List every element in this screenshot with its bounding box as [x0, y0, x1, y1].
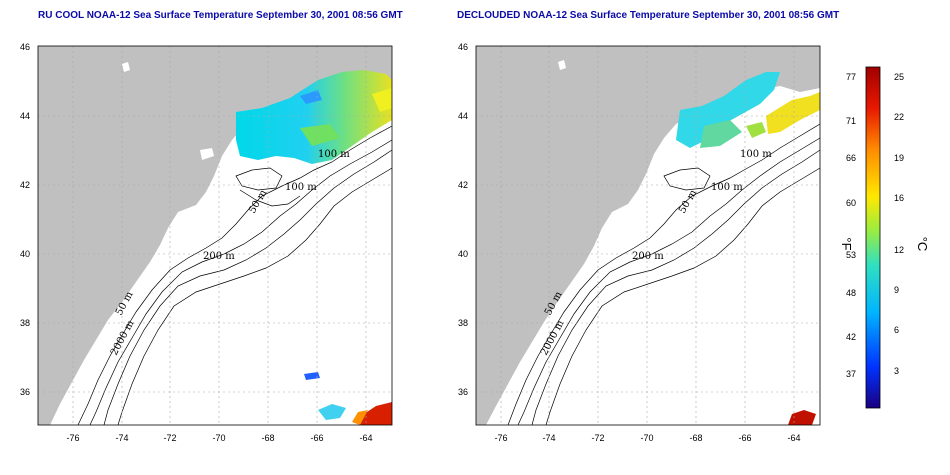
y-tick-46: 46	[458, 42, 468, 52]
fahrenheit-scale: 77 71 66 60 53 48 42 37	[846, 72, 856, 379]
left-x-axis: -76 -74 -72 -70 -68 -66 -64	[66, 433, 372, 443]
right-map-frame	[475, 45, 821, 426]
sst-swath	[676, 72, 780, 148]
f-tick-42: 42	[846, 332, 856, 342]
right-y-axis: 46 44 42 40 38 36	[458, 42, 468, 397]
y-tick-40: 40	[20, 249, 30, 259]
celsius-unit-label: °C	[915, 237, 930, 252]
contour-label-200m: 200 m	[632, 251, 664, 262]
c-tick-12: 12	[894, 245, 904, 255]
fahrenheit-unit-label: °F	[839, 237, 854, 250]
land-mass	[38, 46, 392, 425]
c-tick-3: 3	[894, 366, 899, 376]
y-tick-40: 40	[458, 249, 468, 259]
y-tick-42: 42	[458, 180, 468, 190]
f-tick-48: 48	[846, 288, 856, 298]
right-x-axis: -76 -74 -72 -70 -68 -66 -64	[494, 433, 800, 443]
c-tick-22: 22	[894, 112, 904, 122]
x-tick-76: -76	[66, 433, 79, 443]
y-tick-46: 46	[20, 42, 30, 52]
f-tick-71: 71	[846, 116, 856, 126]
temperature-colorbar: 77 71 66 60 53 48 42 37 25 22 19 16 12 9…	[839, 66, 930, 409]
y-tick-38: 38	[458, 318, 468, 328]
celsius-scale: 25 22 19 16 12 9 6 3	[894, 72, 904, 376]
x-tick-66: -66	[310, 433, 323, 443]
right-map: 100 m 100 m 50 m 200 m 50 m 2000 m	[458, 42, 821, 443]
gulf-stream-warm	[360, 402, 392, 425]
f-tick-66: 66	[846, 153, 856, 163]
lat-lon-grid	[476, 46, 820, 425]
f-tick-77: 77	[846, 72, 856, 82]
x-tick-70: -70	[212, 433, 225, 443]
c-tick-6: 6	[894, 325, 899, 335]
f-tick-37: 37	[846, 369, 856, 379]
x-tick-66: -66	[738, 433, 751, 443]
f-tick-53: 53	[846, 250, 856, 260]
left-y-axis: 46 44 42 40 38 36	[20, 42, 30, 397]
x-tick-72: -72	[591, 433, 604, 443]
lat-lon-grid	[38, 46, 392, 425]
x-tick-74: -74	[115, 433, 128, 443]
contour-label-100m-south: 100 m	[285, 182, 317, 193]
x-tick-64: -64	[787, 433, 800, 443]
colorbar-gradient	[865, 66, 881, 409]
left-map: 100 m 100 m 50 m 200 m 50 m 2000 m	[20, 42, 393, 443]
left-map-frame	[37, 45, 393, 426]
x-tick-64: -64	[359, 433, 372, 443]
contour-label-100m-north: 100 m	[740, 149, 772, 160]
c-tick-19: 19	[894, 153, 904, 163]
y-tick-42: 42	[20, 180, 30, 190]
left-map-title: RU COOL NOAA-12 Sea Surface Temperature …	[38, 10, 403, 21]
contour-label-100m-north: 100 m	[318, 149, 350, 160]
land-mass	[476, 46, 820, 425]
c-tick-25: 25	[894, 72, 904, 82]
gulf-stream-warm	[788, 410, 816, 425]
x-tick-68: -68	[261, 433, 274, 443]
bathymetry-contours	[77, 125, 392, 425]
c-tick-16: 16	[894, 193, 904, 203]
x-tick-68: -68	[689, 433, 702, 443]
y-tick-36: 36	[20, 387, 30, 397]
y-tick-44: 44	[458, 111, 468, 121]
x-tick-70: -70	[640, 433, 653, 443]
x-tick-76: -76	[494, 433, 507, 443]
contour-label-100m-south: 100 m	[711, 182, 743, 193]
y-tick-44: 44	[20, 111, 30, 121]
x-tick-72: -72	[163, 433, 176, 443]
right-map-title: DECLOUDED NOAA-12 Sea Surface Temperatur…	[457, 10, 840, 21]
y-tick-38: 38	[20, 318, 30, 328]
c-tick-9: 9	[894, 285, 899, 295]
sst-swath	[236, 70, 392, 164]
y-tick-36: 36	[458, 387, 468, 397]
f-tick-60: 60	[846, 198, 856, 208]
x-tick-74: -74	[542, 433, 555, 443]
